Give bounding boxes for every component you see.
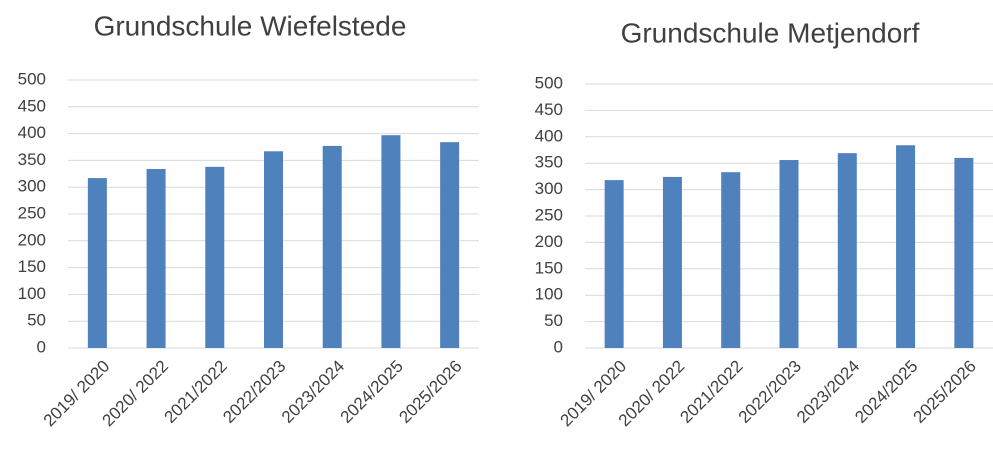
bar: [954, 157, 974, 348]
chart-title: Grundschule Wiefelstede: [94, 10, 407, 41]
y-tick-label: 250: [18, 203, 46, 222]
y-tick-label: 350: [535, 153, 563, 172]
x-tick-label: 2022/2023: [219, 357, 289, 427]
y-tick-label: 100: [18, 284, 46, 303]
x-tick-label: 2024/2025: [337, 357, 407, 427]
y-tick-label: 0: [554, 337, 563, 356]
x-tick-label: 2024/2025: [851, 357, 921, 427]
y-tick-label: 200: [535, 232, 563, 251]
bar: [264, 151, 283, 348]
chart-title: Grundschule Metjendorf: [621, 17, 920, 48]
y-tick-label: 500: [535, 73, 563, 92]
bar: [146, 168, 166, 348]
bar: [87, 178, 107, 348]
x-tick-label: 2023/2024: [793, 357, 863, 427]
y-tick-label: 300: [535, 179, 563, 198]
y-tick-label: 500: [18, 69, 46, 88]
bar: [779, 160, 799, 348]
bar: [662, 176, 682, 348]
bar: [837, 153, 857, 348]
y-tick-label: 150: [535, 258, 563, 277]
bar: [381, 135, 401, 348]
bar: [721, 172, 741, 348]
bar: [604, 180, 624, 348]
bar: [322, 145, 342, 348]
y-tick-label: 100: [535, 285, 563, 304]
y-tick-label: 50: [544, 311, 563, 330]
y-tick-label: 300: [18, 177, 46, 196]
bar: [205, 166, 225, 348]
x-tick-label: 2023/2024: [278, 357, 348, 427]
y-tick-label: 400: [535, 126, 563, 145]
y-tick-label: 200: [18, 230, 46, 249]
y-tick-label: 50: [27, 311, 46, 330]
y-tick-label: 450: [18, 96, 46, 115]
x-tick-label: 2025/2026: [395, 357, 465, 427]
x-tick-label: 2021/2022: [161, 357, 231, 427]
y-tick-label: 250: [535, 205, 563, 224]
x-tick-label: 2025/2026: [910, 357, 980, 427]
y-tick-label: 450: [535, 100, 563, 119]
y-tick-label: 0: [37, 337, 46, 356]
y-tick-label: 150: [18, 257, 46, 276]
y-tick-label: 350: [18, 150, 46, 169]
bar: [440, 142, 460, 348]
x-tick-label: 2021/2022: [676, 357, 746, 427]
y-tick-label: 400: [18, 123, 46, 142]
bar: [896, 145, 916, 348]
x-tick-label: 2022/2023: [735, 357, 805, 427]
